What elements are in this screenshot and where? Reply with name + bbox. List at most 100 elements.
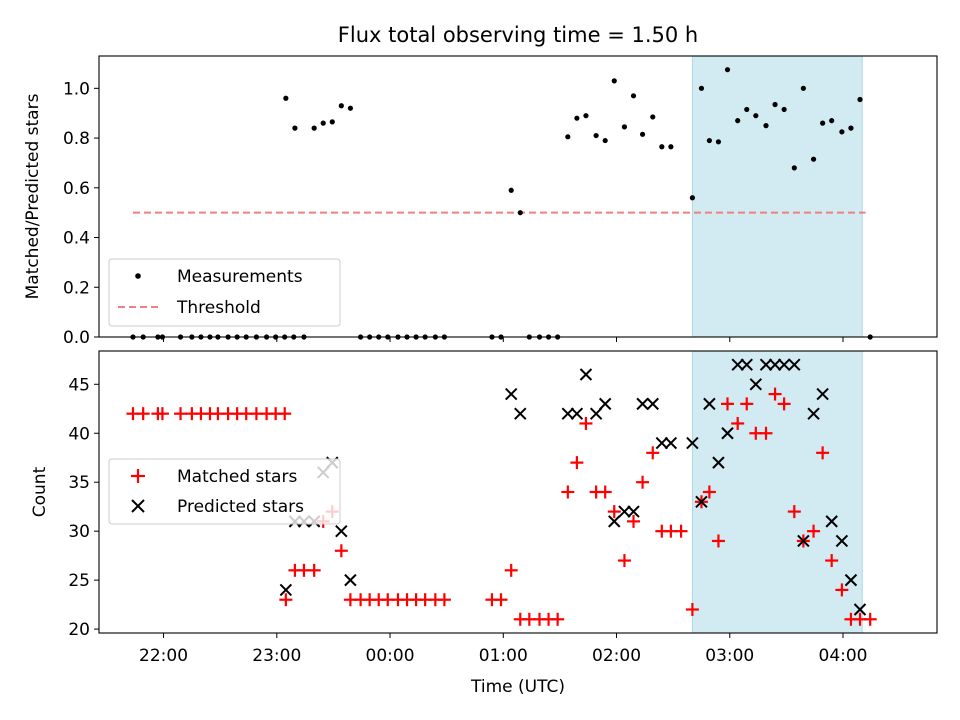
matched-star-point bbox=[702, 485, 716, 499]
count-legend-box bbox=[108, 458, 341, 525]
measurement-point bbox=[347, 105, 353, 111]
ratio-ytick-label: 0.0 bbox=[63, 328, 90, 348]
predicted-star-point bbox=[646, 397, 659, 411]
measurement-point bbox=[791, 165, 797, 171]
count-ytick-label: 45 bbox=[68, 375, 90, 395]
legend-matched-marker bbox=[131, 469, 145, 483]
measurement-point bbox=[565, 134, 571, 140]
matched-star-point bbox=[674, 524, 688, 538]
ratio-ytick-label: 0.2 bbox=[63, 278, 90, 298]
ratio-ytick-label: 0.4 bbox=[63, 229, 90, 249]
matched-star-point bbox=[863, 612, 877, 626]
legend-threshold-label: Threshold bbox=[176, 298, 261, 318]
matched-star-point bbox=[768, 387, 782, 401]
predicted-star-point bbox=[807, 407, 820, 420]
predicted-star-point bbox=[844, 573, 858, 587]
matched-star-point bbox=[636, 475, 650, 489]
predicted-star-point bbox=[797, 534, 810, 548]
ratio-y-ticks: 0.0 0.2 0.4 0.6 0.8 1.0 bbox=[63, 79, 99, 348]
measurement-point bbox=[574, 115, 580, 121]
measurement-point bbox=[781, 106, 787, 113]
measurement-point bbox=[639, 131, 646, 137]
matched-star-point bbox=[731, 416, 745, 430]
matched-star-point bbox=[607, 505, 621, 519]
measurement-point bbox=[763, 123, 769, 129]
matched-star-point bbox=[598, 485, 612, 499]
count-xtick-label: 03:00 bbox=[705, 646, 754, 666]
measurement-point bbox=[583, 113, 589, 119]
legend-measurements-label: Measurements bbox=[177, 267, 303, 287]
chart-title: Flux total observing time = 1.50 h bbox=[338, 23, 698, 47]
predicted-star-point bbox=[749, 378, 763, 391]
measurement-point bbox=[338, 103, 344, 109]
predicted-star-point bbox=[695, 495, 708, 508]
matched-star-points bbox=[126, 387, 877, 626]
count-xtick-label: 23:00 bbox=[252, 646, 301, 666]
measurement-point bbox=[800, 85, 806, 91]
matched-star-point bbox=[504, 563, 518, 577]
count-panel: 20 25 30 35 40 45 22:00 23:00 00:00 01:00 02:00 03… bbox=[30, 350, 938, 697]
matched-star-point bbox=[570, 456, 584, 470]
predicted-star-point bbox=[686, 436, 699, 450]
count-xtick-label: 00:00 bbox=[366, 646, 415, 666]
matched-star-point bbox=[579, 416, 593, 430]
matched-star-point bbox=[721, 397, 734, 411]
predicted-star-point bbox=[777, 358, 791, 371]
measurement-point bbox=[668, 144, 674, 150]
measurement-point bbox=[744, 106, 750, 113]
measurement-point bbox=[772, 101, 778, 108]
measurement-point bbox=[621, 124, 628, 130]
ratio-ytick-label: 0.6 bbox=[63, 179, 90, 199]
measurement-point bbox=[611, 78, 617, 84]
predicted-star-point bbox=[788, 358, 801, 371]
matched-star-point bbox=[627, 514, 641, 528]
matched-star-point bbox=[279, 593, 293, 607]
measurement-point bbox=[689, 195, 695, 201]
predicted-star-point bbox=[703, 397, 716, 411]
predicted-star-point bbox=[721, 427, 734, 440]
predicted-star-point bbox=[279, 583, 293, 597]
time-x-axis-label: Time (UTC) bbox=[470, 677, 565, 697]
predicted-star-point bbox=[825, 515, 838, 528]
matched-star-point bbox=[551, 612, 565, 626]
predicted-star-point bbox=[608, 515, 621, 528]
measurement-point bbox=[820, 120, 826, 126]
measurement-point bbox=[848, 125, 854, 131]
measurement-point bbox=[650, 114, 656, 120]
count-ytick-label: 30 bbox=[68, 522, 90, 542]
ratio-ytick-label: 1.0 bbox=[63, 79, 90, 99]
predicted-star-point bbox=[853, 603, 867, 616]
matched-star-point bbox=[759, 426, 773, 440]
count-x-ticks: 22:00 23:00 00:00 01:00 02:00 03:00 04:00 bbox=[139, 633, 868, 666]
matched-star-point bbox=[494, 593, 508, 607]
ratio-legend: Measurements Threshold bbox=[108, 258, 341, 327]
predicted-star-point bbox=[740, 358, 753, 371]
predicted-star-point bbox=[335, 524, 348, 538]
predicted-star-point bbox=[768, 358, 782, 371]
predicted-star-point bbox=[835, 534, 849, 548]
measurement-point bbox=[602, 137, 608, 144]
matched-star-point bbox=[437, 593, 451, 607]
predicted-star-point bbox=[664, 436, 678, 450]
ratio-x-ticks bbox=[163, 337, 844, 342]
ratio-panel: 0.0 0.2 0.4 0.6 0.8 1.0 Matched/Predicted sta… bbox=[23, 55, 938, 348]
measurement-point bbox=[517, 210, 523, 216]
predicted-star-point bbox=[618, 505, 631, 518]
matched-star-point bbox=[561, 485, 575, 499]
ratio-axes-frame bbox=[98, 55, 938, 338]
predicted-star-point bbox=[712, 456, 725, 469]
measurement-point bbox=[715, 139, 722, 145]
measurement-point bbox=[593, 132, 599, 139]
measurement-point bbox=[311, 125, 317, 131]
predicted-star-point bbox=[514, 407, 527, 420]
matched-star-point bbox=[787, 505, 801, 519]
count-xtick-label: 01:00 bbox=[479, 646, 528, 666]
matched-star-point bbox=[825, 554, 839, 568]
observing-window-shade bbox=[691, 55, 863, 338]
measurement-point bbox=[329, 119, 335, 125]
predicted-star-point bbox=[636, 397, 649, 411]
predicted-star-point bbox=[759, 358, 773, 371]
count-legend: Matched stars Predicted stars bbox=[108, 458, 341, 525]
matched-star-point bbox=[711, 534, 725, 548]
matched-star-point bbox=[174, 407, 188, 421]
